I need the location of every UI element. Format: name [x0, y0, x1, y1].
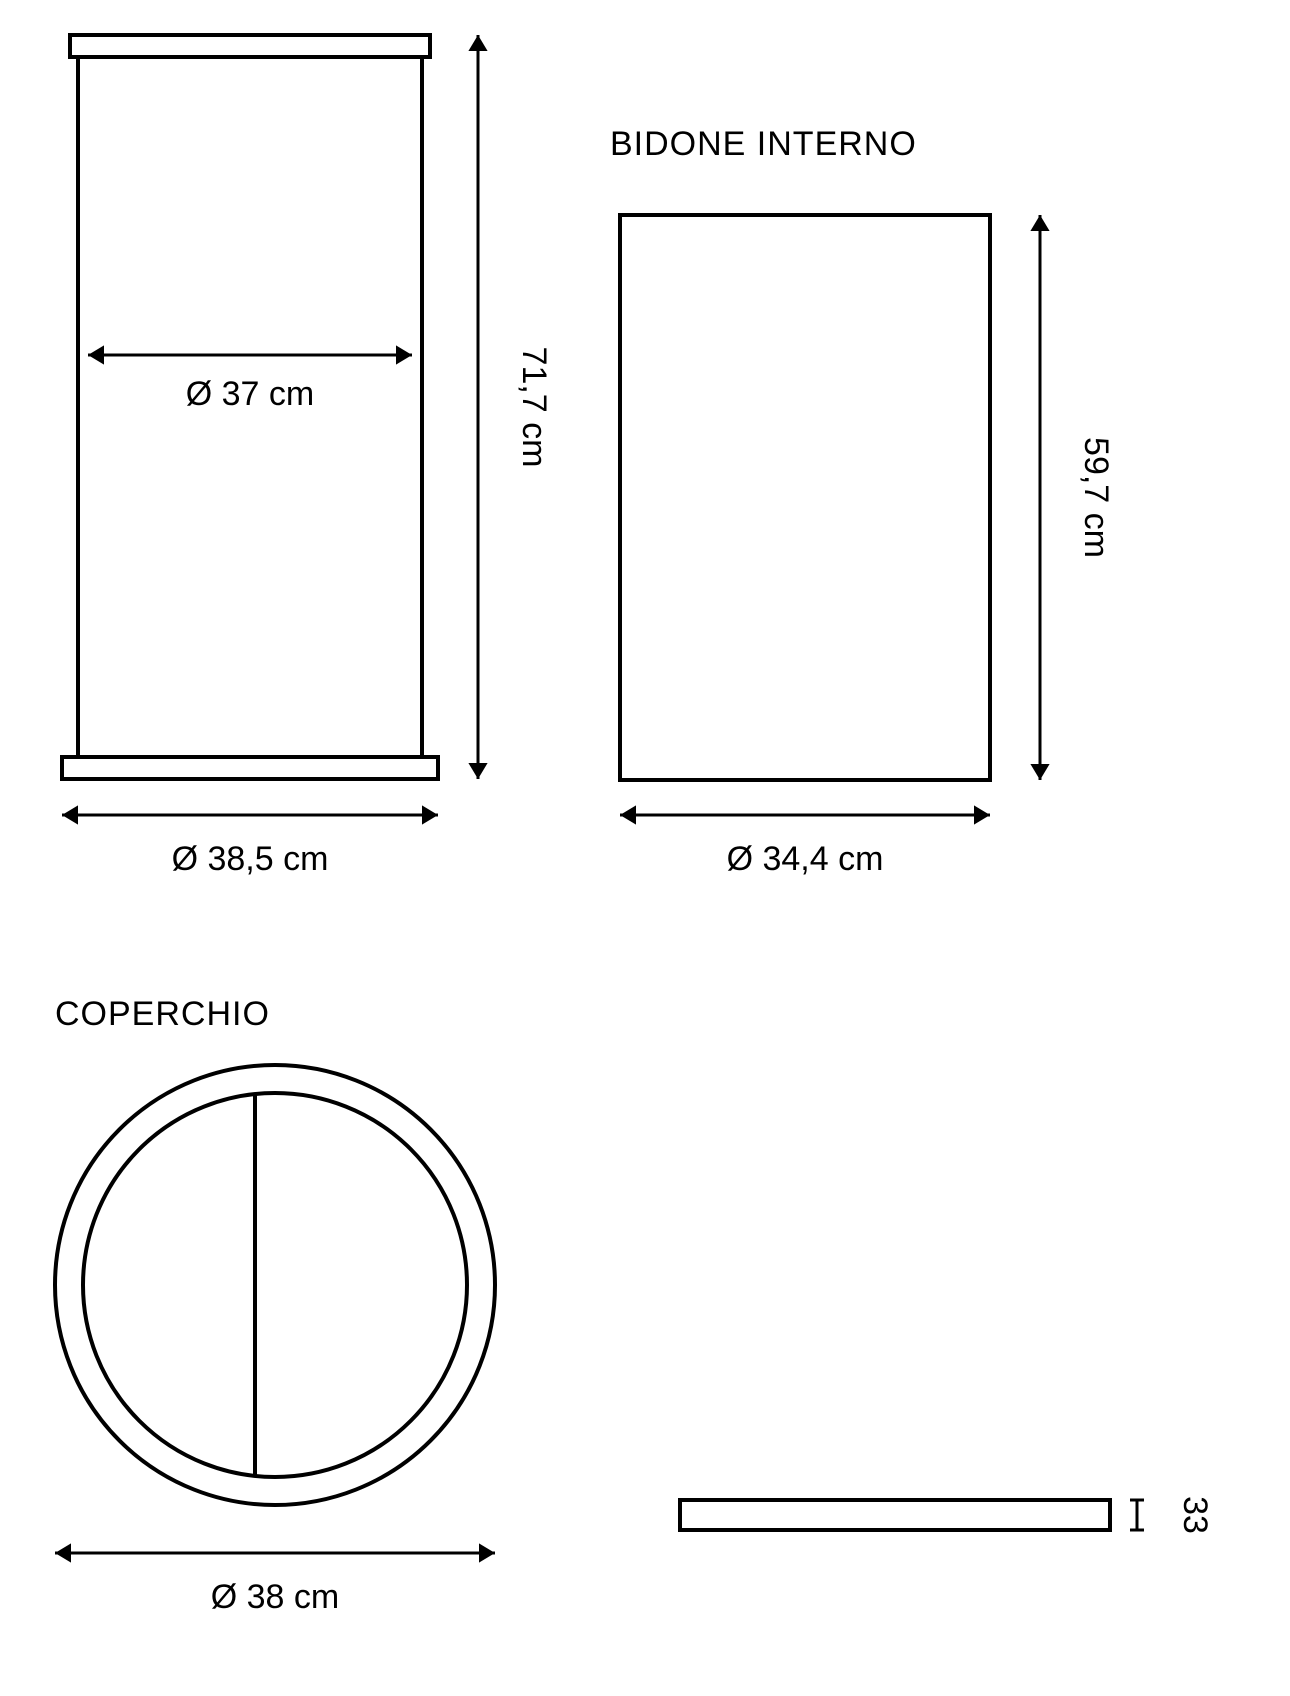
inner-bin-height: 59,7 cm [1077, 437, 1115, 558]
main-bin-base-diameter: Ø 38,5 cm [172, 840, 329, 878]
technical-drawing: Ø 37 cm Ø 38,5 cm 71,7 cm BIDONE INTERNO 59,… [0, 0, 1290, 1696]
inner-bin-title: BIDONE INTERNO [610, 125, 917, 163]
inner-bin-diameter: Ø 34,4 cm [727, 840, 884, 878]
lid-diameter: Ø 38 cm [211, 1578, 339, 1616]
lid-side-height: 33 [1176, 1496, 1214, 1534]
main-bin-inner-diameter: Ø 37 cm [186, 375, 314, 413]
main-bin-height: 71,7 cm [515, 347, 553, 468]
lid-title: COPERCHIO [55, 995, 270, 1033]
